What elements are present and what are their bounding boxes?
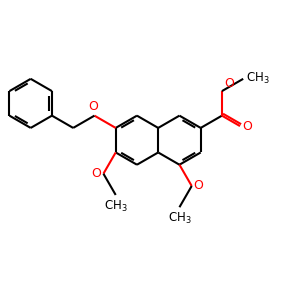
Text: O: O — [224, 77, 234, 90]
Text: CH$_3$: CH$_3$ — [168, 211, 191, 226]
Text: CH$_3$: CH$_3$ — [104, 199, 128, 214]
Text: O: O — [242, 120, 252, 133]
Text: O: O — [92, 167, 101, 180]
Text: O: O — [194, 179, 204, 192]
Text: O: O — [88, 100, 98, 113]
Text: CH$_3$: CH$_3$ — [246, 71, 269, 86]
